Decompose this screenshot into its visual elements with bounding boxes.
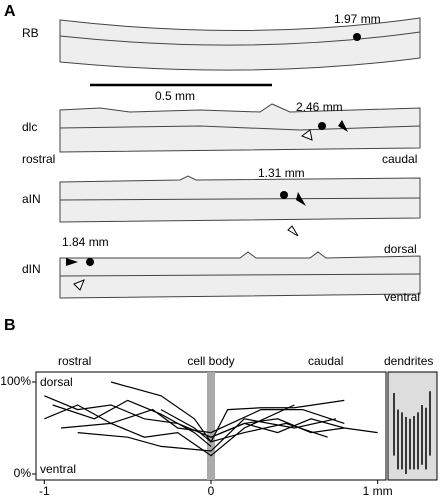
distance-label: 1.97 mm (334, 12, 381, 26)
direction-label: caudal (382, 152, 417, 166)
annotation: dorsal (40, 375, 73, 389)
cord-line (59, 273, 421, 277)
arrowhead (300, 129, 313, 141)
trace (210, 418, 378, 438)
y-tick-label: 100% (0, 374, 31, 388)
cord-line (59, 31, 421, 46)
trace (44, 404, 345, 434)
soma (318, 122, 326, 130)
arrowhead (338, 120, 348, 132)
annotation: ventral (40, 462, 76, 476)
trace (60, 404, 295, 457)
direction-label: dorsal (384, 242, 417, 256)
neuron-label: RB (22, 26, 39, 40)
neuron-label: aIN (22, 192, 41, 206)
direction-label: ventral (384, 290, 420, 304)
distance-label: 1.84 mm (62, 235, 109, 249)
cell-body-band (207, 372, 215, 480)
distance-label: 2.46 mm (296, 100, 343, 114)
soma (280, 191, 288, 199)
x-tick-label: -1 (39, 484, 50, 498)
arrowhead (287, 225, 299, 237)
x-tick-label: 1 mm (363, 484, 393, 498)
annotation: cell body (187, 354, 234, 368)
annotation: rostral (58, 354, 91, 368)
trace (160, 399, 345, 443)
x-tick-label: 0 (208, 484, 215, 498)
soma (353, 33, 361, 41)
cord-line (59, 197, 421, 201)
scale-label: 0.5 mm (155, 89, 195, 103)
soma (86, 258, 94, 266)
annotation: dendrites (384, 354, 433, 368)
trace (52, 399, 212, 447)
panel-label: B (4, 317, 16, 334)
arrowhead (296, 192, 306, 206)
distance-label: 1.31 mm (258, 166, 305, 180)
neuron-label: dlc (22, 120, 37, 134)
y-tick-label: 0% (14, 466, 32, 480)
annotation: caudal (308, 354, 343, 368)
trace (77, 418, 337, 452)
arrowhead (66, 258, 78, 266)
cord-line (59, 125, 421, 131)
direction-label: rostral (22, 152, 55, 166)
neuron-label: dIN (22, 262, 41, 276)
arrowhead (73, 279, 85, 291)
cord-strip (59, 17, 421, 71)
inset-frame (387, 371, 438, 481)
panel-label: A (4, 3, 16, 20)
